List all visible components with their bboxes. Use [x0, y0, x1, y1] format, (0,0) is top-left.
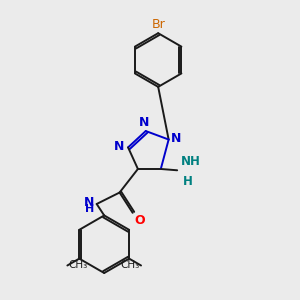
Text: Br: Br — [151, 18, 165, 31]
Text: CH₃: CH₃ — [121, 260, 140, 271]
Text: NH: NH — [181, 155, 201, 168]
Text: N: N — [84, 196, 94, 209]
Text: H: H — [182, 175, 192, 188]
Text: N: N — [114, 140, 124, 153]
Text: N: N — [139, 116, 149, 129]
Text: O: O — [134, 214, 145, 227]
Text: CH₃: CH₃ — [69, 260, 88, 271]
Text: N: N — [171, 132, 181, 145]
Text: H: H — [85, 204, 94, 214]
